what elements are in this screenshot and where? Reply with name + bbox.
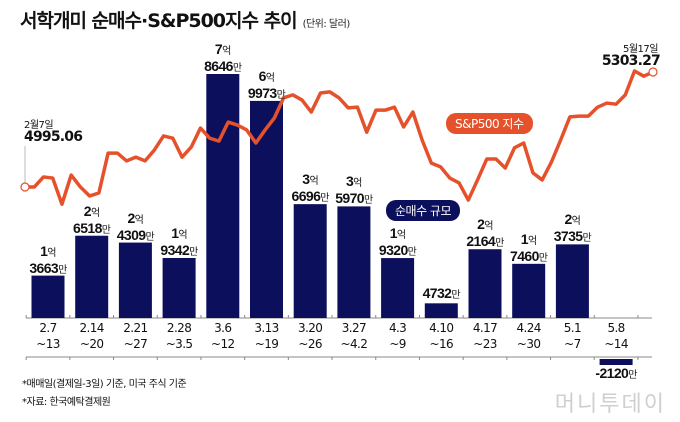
bar-7 (337, 206, 371, 318)
bar-12 (555, 244, 589, 318)
start-date-label: 2월7일 (24, 120, 54, 131)
bar-value-label: 2억 2164만 (466, 216, 504, 250)
bar-value-label: 1억 9320만 (378, 225, 417, 259)
category-label: 5.8 (607, 321, 625, 335)
category-label: 2.7 (39, 321, 57, 335)
chart-title: 서학개미 순매수·S&P500지수 추이 (20, 10, 298, 32)
category-label: 3.13 (254, 321, 279, 335)
bar-value-label: 3억 6696만 (291, 171, 330, 205)
bar-value-label: 7억 8646만 (204, 41, 242, 75)
bar-3 (162, 257, 196, 318)
category-label: ~30 (516, 337, 541, 351)
category-label: 3.27 (341, 321, 367, 335)
bar-9 (424, 303, 458, 318)
start-value-label: 4995.06 (24, 129, 83, 145)
sp500-line (24, 69, 654, 206)
category-label: ~3.5 (165, 337, 193, 351)
bar-value-label: 3억 5970만 (335, 173, 373, 207)
footnote-source: *자료: 한국예탁결제원 (22, 397, 111, 408)
category-label: 4.24 (516, 321, 542, 335)
bar-value-label: 1억 7460만 (510, 230, 548, 264)
category-label: 2.14 (79, 321, 105, 335)
sp500-end-marker (648, 67, 658, 77)
category-label: ~9 (389, 337, 406, 351)
end-value-label: 5303.27 (601, 53, 661, 69)
category-label: ~27 (123, 337, 148, 351)
category-label: 3.6 (214, 321, 232, 335)
legend-sp500: S&P500 지수 (446, 113, 533, 134)
category-label: 4.17 (472, 321, 498, 335)
category-label: ~20 (79, 337, 104, 351)
end-date-label: 5월17일 (623, 44, 659, 55)
category-label: ~19 (254, 337, 279, 351)
category-label: 5.1 (563, 321, 582, 335)
category-label: ~4.2 (340, 337, 368, 351)
category-label: 3.20 (298, 321, 323, 335)
category-label: ~7 (564, 337, 581, 351)
category-label: ~12 (211, 337, 235, 351)
category-label: ~14 (604, 337, 628, 351)
bar-4 (206, 74, 240, 318)
category-label: 4.10 (429, 321, 454, 335)
bar-value-label: 2억 4309만 (116, 209, 155, 243)
bar-8 (381, 258, 415, 318)
bar-value-label: 4732만 (422, 285, 461, 302)
category-label: 4.3 (388, 321, 407, 335)
bar-6 (293, 204, 327, 318)
category-label: 2.28 (166, 321, 192, 335)
bar-value-label: 6억 9973만 (247, 67, 286, 101)
footnote-basis: *매매일(결제일-3일) 기준, 미국 주식 기준 (22, 379, 187, 390)
bar-0 (31, 275, 65, 318)
bar-1 (75, 235, 109, 318)
bar-value-label: 2억 3735만 (553, 211, 592, 245)
sp500-start-marker (20, 182, 30, 192)
logo: 머니투데이 (554, 392, 666, 417)
legend-net-buying: 순매수 규모 (386, 200, 461, 221)
bar-value-label: 1억 3663만 (29, 242, 67, 276)
bar-2 (118, 242, 152, 318)
category-label: ~16 (429, 337, 454, 351)
bar-value-label: 1억 9342만 (160, 224, 198, 258)
bar-value-label: -2120만 (595, 365, 637, 382)
bar-value-label: 2억 6518만 (73, 202, 111, 236)
bar-11 (512, 263, 546, 318)
category-label: 2.21 (123, 321, 148, 335)
unit-label: (단위: 달러) (302, 19, 351, 30)
title-bar: 서학개미 순매수·S&P500지수 추이 (단위: 달러) (20, 6, 350, 33)
bar-10 (468, 249, 502, 318)
bar-13 (599, 359, 633, 365)
bar-5 (250, 100, 283, 318)
category-label: ~26 (298, 337, 322, 351)
category-label: ~13 (36, 337, 60, 351)
category-label: ~23 (473, 337, 497, 351)
